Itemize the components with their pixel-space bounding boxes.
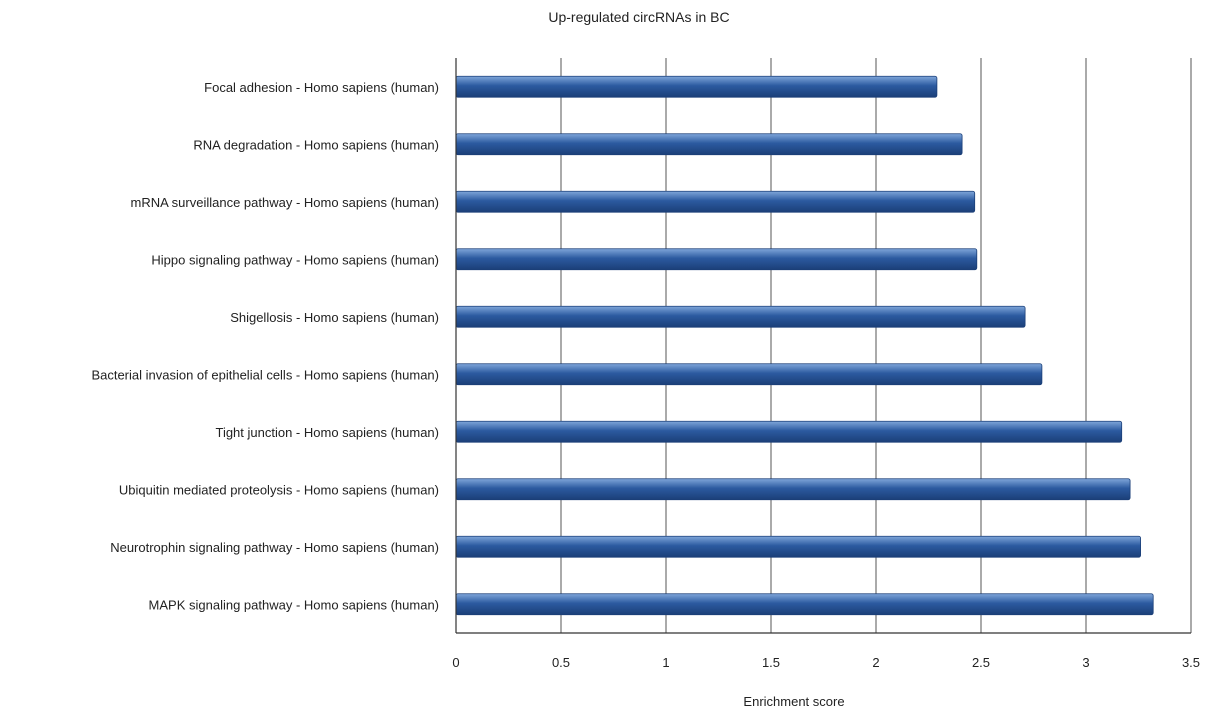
category-label: Hippo signaling pathway - Homo sapiens (… [151,252,439,267]
category-label: MAPK signaling pathway - Homo sapiens (h… [149,597,439,612]
category-label: mRNA surveillance pathway - Homo sapiens… [130,195,439,210]
x-tick-label: 0 [452,655,459,670]
x-axis-title: Enrichment score [743,694,844,709]
chart-title: Up-regulated circRNAs in BC [548,9,729,25]
x-tick-label: 0.5 [552,655,570,670]
x-tick-label: 2.5 [972,655,990,670]
bar [455,593,1154,616]
category-label: RNA degradation - Homo sapiens (human) [193,137,439,152]
bar [455,133,963,156]
category-label: Neurotrophin signaling pathway - Homo sa… [110,540,439,555]
category-labels: Focal adhesion - Homo sapiens (human) RNA… [91,80,439,613]
axes [455,58,1191,634]
bar [455,535,1141,558]
bar [455,420,1123,443]
x-tick-labels: 0 0.5 1 1.5 2 2.5 3 3.5 [452,655,1200,670]
x-tick-label: 1 [662,655,669,670]
x-tick-label: 2 [872,655,879,670]
bar [455,75,938,98]
category-label: Focal adhesion - Homo sapiens (human) [204,80,439,95]
category-label: Bacterial invasion of epithelial cells -… [91,367,439,382]
category-label: Tight junction - Homo sapiens (human) [215,425,439,440]
bar [455,248,978,271]
bar [455,190,976,213]
x-tick-label: 3.5 [1182,655,1200,670]
x-tick-label: 3 [1082,655,1089,670]
x-tick-label: 1.5 [762,655,780,670]
category-label: Ubiquitin mediated proteolysis - Homo sa… [119,482,439,497]
bar [455,478,1131,501]
bars [455,75,1154,616]
category-label: Shigellosis - Homo sapiens (human) [230,310,439,325]
bar [455,305,1026,328]
bar [455,363,1043,386]
